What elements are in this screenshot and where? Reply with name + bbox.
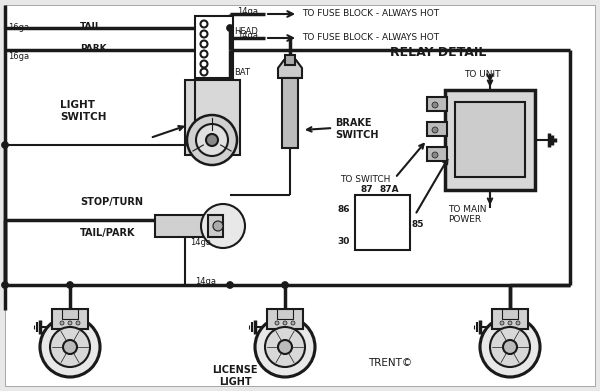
Text: TO SWITCH: TO SWITCH: [340, 175, 391, 184]
Circle shape: [255, 317, 315, 377]
Circle shape: [1, 142, 8, 149]
Circle shape: [265, 327, 305, 367]
Circle shape: [508, 321, 512, 325]
Text: RELAY DETAIL: RELAY DETAIL: [390, 46, 487, 59]
Circle shape: [68, 321, 72, 325]
Circle shape: [516, 321, 520, 325]
Circle shape: [278, 340, 292, 354]
Bar: [185, 80, 240, 155]
Circle shape: [200, 30, 208, 38]
Bar: [492, 309, 528, 329]
Text: 14ga: 14ga: [190, 238, 211, 247]
Circle shape: [1, 282, 8, 289]
Text: TO FUSE BLOCK - ALWAYS HOT: TO FUSE BLOCK - ALWAYS HOT: [302, 33, 439, 42]
Bar: [208, 215, 223, 237]
Polygon shape: [278, 60, 302, 78]
Text: TO MAIN
POWER: TO MAIN POWER: [448, 205, 487, 224]
Bar: [282, 78, 298, 148]
Bar: [195, 16, 233, 78]
Circle shape: [281, 282, 289, 289]
Bar: [445, 90, 535, 190]
Circle shape: [200, 68, 208, 75]
Circle shape: [50, 327, 90, 367]
Text: BAT: BAT: [234, 68, 250, 77]
Circle shape: [283, 321, 287, 325]
Circle shape: [503, 340, 517, 354]
Circle shape: [67, 282, 74, 289]
Text: LICENSE
LIGHT: LICENSE LIGHT: [212, 365, 258, 387]
Text: 14ga: 14ga: [237, 7, 258, 16]
Text: 87: 87: [361, 185, 373, 194]
Circle shape: [201, 204, 245, 248]
Text: 86: 86: [337, 205, 349, 214]
Circle shape: [200, 50, 208, 57]
Circle shape: [275, 321, 279, 325]
Circle shape: [432, 102, 438, 108]
Text: TO UNIT: TO UNIT: [464, 70, 500, 79]
Text: 16ga: 16ga: [8, 23, 29, 32]
Circle shape: [76, 321, 80, 325]
Text: 30: 30: [337, 237, 349, 246]
Circle shape: [291, 321, 295, 325]
Text: TAIL: TAIL: [80, 22, 101, 31]
Text: TAIL/PARK: TAIL/PARK: [80, 228, 136, 238]
Text: TO FUSE BLOCK - ALWAYS HOT: TO FUSE BLOCK - ALWAYS HOT: [302, 9, 439, 18]
Bar: [427, 122, 447, 136]
Text: STOP/TURN: STOP/TURN: [80, 197, 143, 207]
Text: 87A: 87A: [379, 185, 399, 194]
Bar: [267, 309, 303, 329]
Circle shape: [187, 115, 237, 165]
Text: TRENT©: TRENT©: [368, 358, 412, 368]
Circle shape: [206, 134, 218, 146]
Bar: [155, 215, 210, 237]
Circle shape: [200, 61, 208, 68]
Bar: [427, 147, 447, 161]
Bar: [62, 309, 78, 319]
Text: HEAD: HEAD: [234, 27, 258, 36]
Text: 14ga: 14ga: [237, 31, 258, 40]
Circle shape: [432, 127, 438, 133]
Bar: [277, 309, 293, 319]
Bar: [52, 309, 88, 329]
Circle shape: [60, 321, 64, 325]
Circle shape: [480, 317, 540, 377]
Text: 16ga: 16ga: [8, 52, 29, 61]
Circle shape: [432, 152, 438, 158]
Circle shape: [227, 282, 233, 289]
Circle shape: [213, 221, 223, 231]
Circle shape: [200, 20, 208, 27]
Circle shape: [63, 340, 77, 354]
Text: 85: 85: [412, 220, 425, 229]
Circle shape: [196, 124, 228, 156]
Circle shape: [227, 25, 233, 32]
Circle shape: [490, 327, 530, 367]
Bar: [502, 309, 518, 319]
Text: PARK: PARK: [80, 44, 107, 53]
Text: BRAKE
SWITCH: BRAKE SWITCH: [335, 118, 379, 140]
Bar: [285, 55, 295, 65]
Circle shape: [200, 41, 208, 47]
Bar: [455, 102, 525, 177]
Bar: [355, 195, 410, 250]
Text: LIGHT
SWITCH: LIGHT SWITCH: [60, 100, 107, 122]
Circle shape: [40, 317, 100, 377]
Circle shape: [500, 321, 504, 325]
Text: 14ga: 14ga: [195, 277, 216, 286]
Bar: [427, 97, 447, 111]
